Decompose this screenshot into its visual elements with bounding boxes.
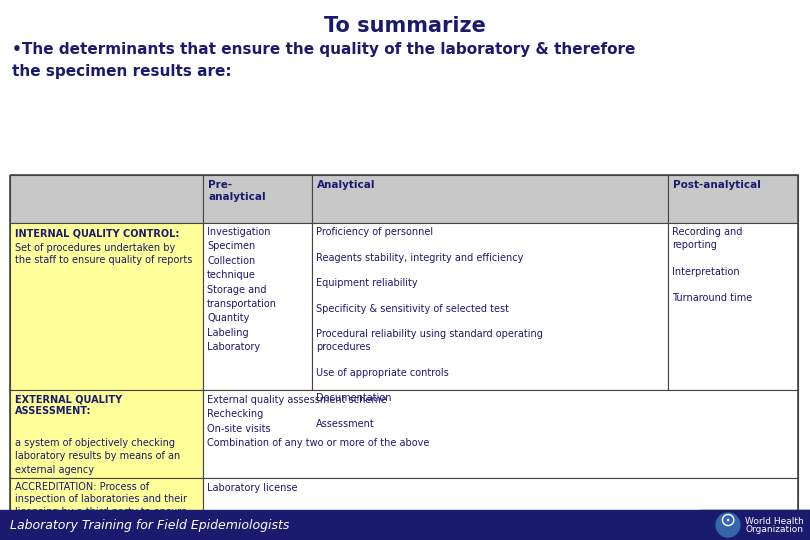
Bar bbox=[10, 390, 203, 478]
Text: Analytical: Analytical bbox=[317, 180, 375, 190]
Text: Proficiency of personnel

Reagents stability, integrity and efficiency

Equipmen: Proficiency of personnel Reagents stabil… bbox=[316, 227, 543, 429]
Text: Laboratory license: Laboratory license bbox=[207, 483, 297, 493]
Text: ⊙: ⊙ bbox=[718, 510, 735, 530]
Bar bbox=[203, 175, 312, 223]
Bar bbox=[0, 510, 810, 540]
Circle shape bbox=[716, 513, 740, 537]
Text: Organization: Organization bbox=[745, 524, 803, 534]
Text: the specimen results are:: the specimen results are: bbox=[12, 64, 232, 79]
Bar bbox=[203, 390, 798, 478]
Text: INTERNAL QUALITY CONTROL:: INTERNAL QUALITY CONTROL: bbox=[15, 228, 179, 238]
Text: Investigation
Specimen
Collection
technique
Storage and
transportation
Quantity
: Investigation Specimen Collection techni… bbox=[207, 227, 277, 352]
Bar bbox=[203, 223, 312, 390]
Bar bbox=[668, 175, 798, 223]
Bar bbox=[312, 175, 668, 223]
Bar bbox=[10, 175, 203, 223]
Text: •The determinants that ensure the quality of the laboratory & therefore: •The determinants that ensure the qualit… bbox=[12, 42, 635, 57]
Text: ACCREDITATION: Process of
inspection of laboratories and their
licensing by a th: ACCREDITATION: Process of inspection of … bbox=[15, 482, 187, 529]
Text: To summarize: To summarize bbox=[324, 16, 486, 36]
Text: Pre-
analytical: Pre- analytical bbox=[208, 180, 266, 202]
Bar bbox=[10, 175, 798, 540]
Text: Laboratory Training for Field Epidemiologists: Laboratory Training for Field Epidemiolo… bbox=[10, 518, 289, 531]
Text: Set of procedures undertaken by
the staff to ensure quality of reports: Set of procedures undertaken by the staf… bbox=[15, 243, 193, 265]
Bar bbox=[10, 223, 203, 390]
Text: World Health: World Health bbox=[745, 516, 804, 525]
Text: Post-analytical: Post-analytical bbox=[673, 180, 761, 190]
Bar bbox=[312, 223, 668, 390]
Bar bbox=[668, 223, 798, 390]
Text: External quality assessment scheme
Rechecking
On-site visits
Combination of any : External quality assessment scheme Reche… bbox=[207, 395, 429, 448]
Text: a system of objectively checking
laboratory results by means of an
external agen: a system of objectively checking laborat… bbox=[15, 425, 181, 475]
Bar bbox=[700, 510, 810, 540]
Text: EXTERNAL QUALITY
ASSESSMENT:: EXTERNAL QUALITY ASSESSMENT: bbox=[15, 394, 122, 416]
Text: Recording and
reporting

Interpretation

Turnaround time: Recording and reporting Interpretation T… bbox=[672, 227, 752, 303]
Bar bbox=[10, 478, 203, 540]
Bar bbox=[203, 478, 798, 540]
